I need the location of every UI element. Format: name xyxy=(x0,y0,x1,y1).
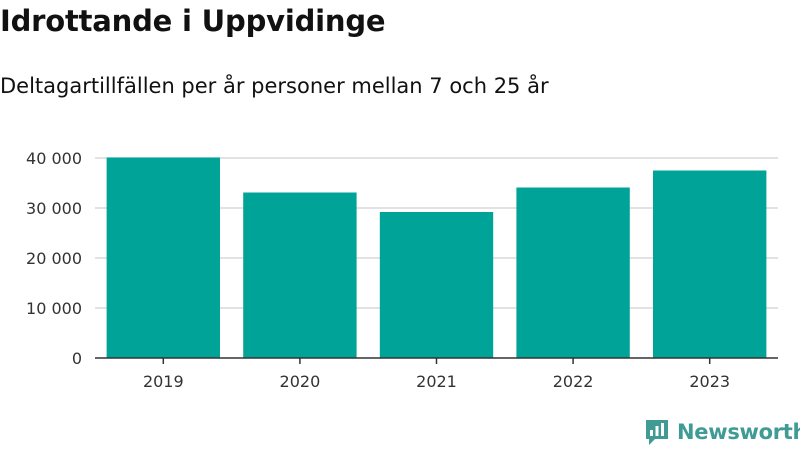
newsworthy-chart-icon xyxy=(646,420,668,445)
bar-2019 xyxy=(106,157,220,358)
bar-2023 xyxy=(653,170,767,358)
x-tick-label: 2019 xyxy=(143,372,184,391)
bar-2022 xyxy=(516,187,630,358)
chart-title: Idrottande i Uppvidinge xyxy=(0,4,386,38)
axes: 0 10 000 20 000 30 000 40 000 2019 2020 2021 202… xyxy=(26,149,778,391)
x-tick-label: 2022 xyxy=(553,372,594,391)
y-tick-label: 40 000 xyxy=(26,149,82,168)
logo-text: Newsworthy xyxy=(677,420,800,444)
x-tick-label: 2021 xyxy=(416,372,457,391)
chart-subtitle: Deltagartillfällen per år personer mella… xyxy=(0,74,549,98)
y-tick-label: 0 xyxy=(72,349,82,368)
bar-2021 xyxy=(379,212,494,358)
y-tick-label: 20 000 xyxy=(26,249,82,268)
bars xyxy=(106,157,767,358)
y-tick-label: 30 000 xyxy=(26,199,82,218)
bar-2020 xyxy=(243,192,357,358)
x-tick-label: 2020 xyxy=(280,372,321,391)
newsworthy-logo: Newsworthy xyxy=(644,418,800,446)
bar-chart: 0 10 000 20 000 30 000 40 000 2019 2020 2021 202… xyxy=(26,149,778,391)
x-tick-label: 2023 xyxy=(689,372,730,391)
y-tick-label: 10 000 xyxy=(26,299,82,318)
